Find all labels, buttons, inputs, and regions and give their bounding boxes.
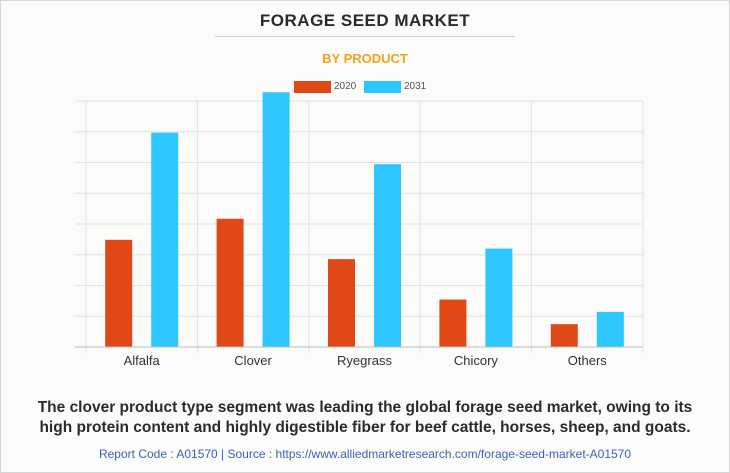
- chart-footnote: The clover product type segment was lead…: [0, 398, 730, 438]
- x-tick-label: Ryegrass: [337, 353, 392, 368]
- x-tick-label: Alfalfa: [124, 353, 161, 368]
- chart-subtitle: BY PRODUCT: [322, 51, 408, 66]
- bar-chicory-2020[interactable]: [439, 299, 467, 347]
- bar-ryegrass-2020[interactable]: [328, 259, 355, 347]
- legend-label-2020[interactable]: 2020: [334, 81, 357, 92]
- footnote-line-1: The clover product type segment was lead…: [37, 399, 693, 416]
- x-tick-label: Clover: [234, 353, 272, 368]
- bar-others-2020[interactable]: [550, 324, 578, 347]
- bar-chicory-2031[interactable]: [485, 248, 513, 347]
- bar-clover-2020[interactable]: [216, 218, 244, 347]
- chart-bars: [105, 92, 624, 347]
- chart-gridlines: [75, 100, 644, 353]
- bar-others-2031[interactable]: [596, 311, 624, 347]
- x-axis-labels: Alfalfa Clover Ryegrass Chicory Others: [124, 353, 608, 368]
- chart-title: FORAGE SEED MARKET: [259, 11, 471, 30]
- legend-label-2031[interactable]: 2031: [404, 81, 427, 92]
- legend: 2020 2031: [0, 80, 730, 94]
- legend-swatch-2020[interactable]: [294, 81, 331, 93]
- footnote-line-2: high protein content and highly digestib…: [39, 419, 691, 436]
- x-tick-label: Others: [568, 353, 608, 368]
- legend-swatch-2031[interactable]: [364, 81, 401, 93]
- bar-ryegrass-2031[interactable]: [374, 164, 401, 347]
- bar-clover-2031[interactable]: [262, 92, 290, 347]
- bar-alfalfa-2020[interactable]: [105, 239, 133, 347]
- x-tick-label: Chicory: [454, 353, 499, 368]
- source-line[interactable]: Report Code : A01570 | Source : https://…: [98, 447, 632, 461]
- bar-alfalfa-2031[interactable]: [151, 132, 179, 347]
- title-divider: [215, 36, 515, 37]
